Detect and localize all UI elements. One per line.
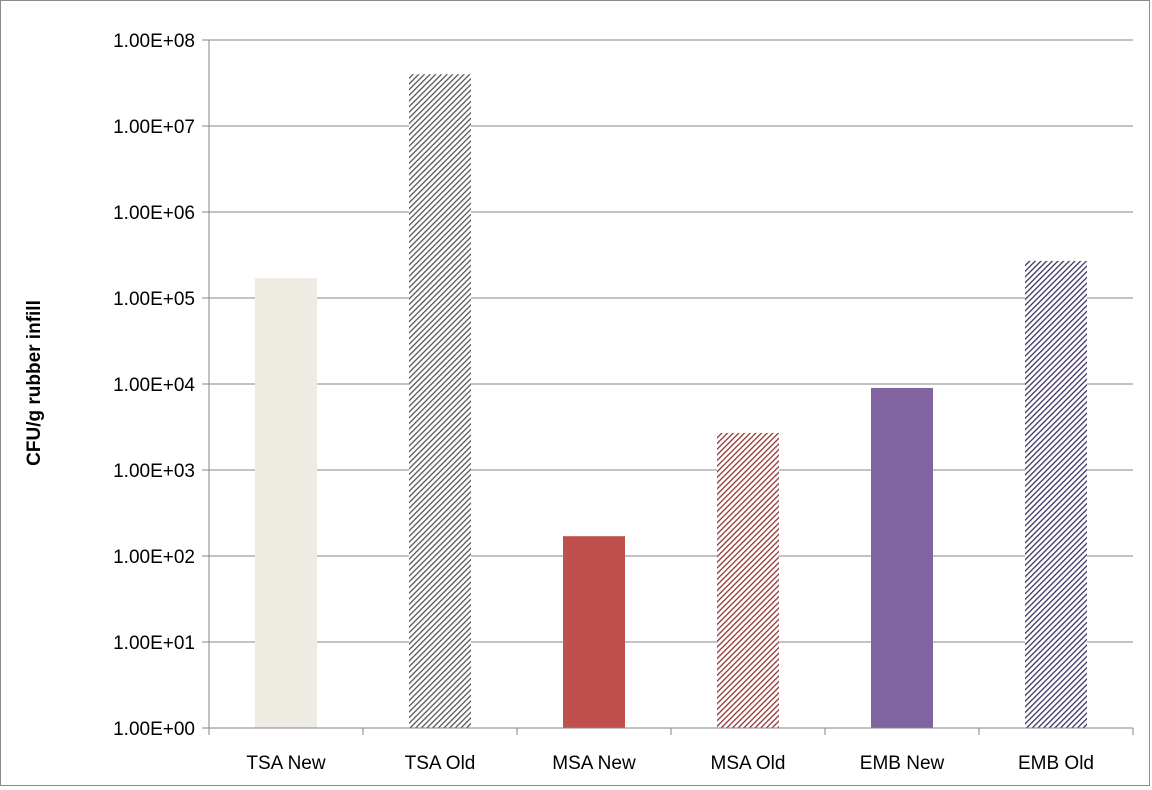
y-tick-label: 1.00E+07 <box>113 117 195 138</box>
bar-emb-new <box>871 387 933 728</box>
bar-emb-old <box>1025 260 1087 728</box>
bar-msa-old <box>717 432 779 728</box>
x-tick-label: MSA New <box>552 753 636 774</box>
y-tick-label: 1.00E+08 <box>113 31 195 52</box>
y-tick-label: 1.00E+03 <box>113 461 195 482</box>
y-tick-label: 1.00E+06 <box>113 203 195 224</box>
bar-msa-new <box>563 536 625 728</box>
x-tick-labels: TSA New TSA Old MSA New MSA Old EMB New EMB O… <box>246 753 1094 774</box>
axes <box>202 39 1134 735</box>
bars <box>255 74 1087 728</box>
x-tick-label: EMB New <box>860 753 945 774</box>
gridlines <box>209 39 1133 643</box>
bar-tsa-old <box>409 74 471 728</box>
y-tick-label: 1.00E+04 <box>113 375 195 396</box>
y-tick-label: 1.00E+02 <box>113 547 195 568</box>
bar-tsa-new <box>255 278 317 728</box>
y-tick-label: 1.00E+05 <box>113 289 195 310</box>
x-tick-label: TSA Old <box>405 753 476 774</box>
y-tick-labels: 1.00E+00 1.00E+01 1.00E+02 1.00E+03 1.00E+04… <box>113 31 195 740</box>
x-tick-label: TSA New <box>246 753 325 774</box>
x-tick-label: MSA Old <box>711 753 786 774</box>
y-tick-label: 1.00E+01 <box>113 633 195 654</box>
y-axis-label: CFU/g rubber infill <box>24 300 45 466</box>
y-tick-label: 1.00E+00 <box>113 719 195 740</box>
x-tick-label: EMB Old <box>1018 753 1094 774</box>
